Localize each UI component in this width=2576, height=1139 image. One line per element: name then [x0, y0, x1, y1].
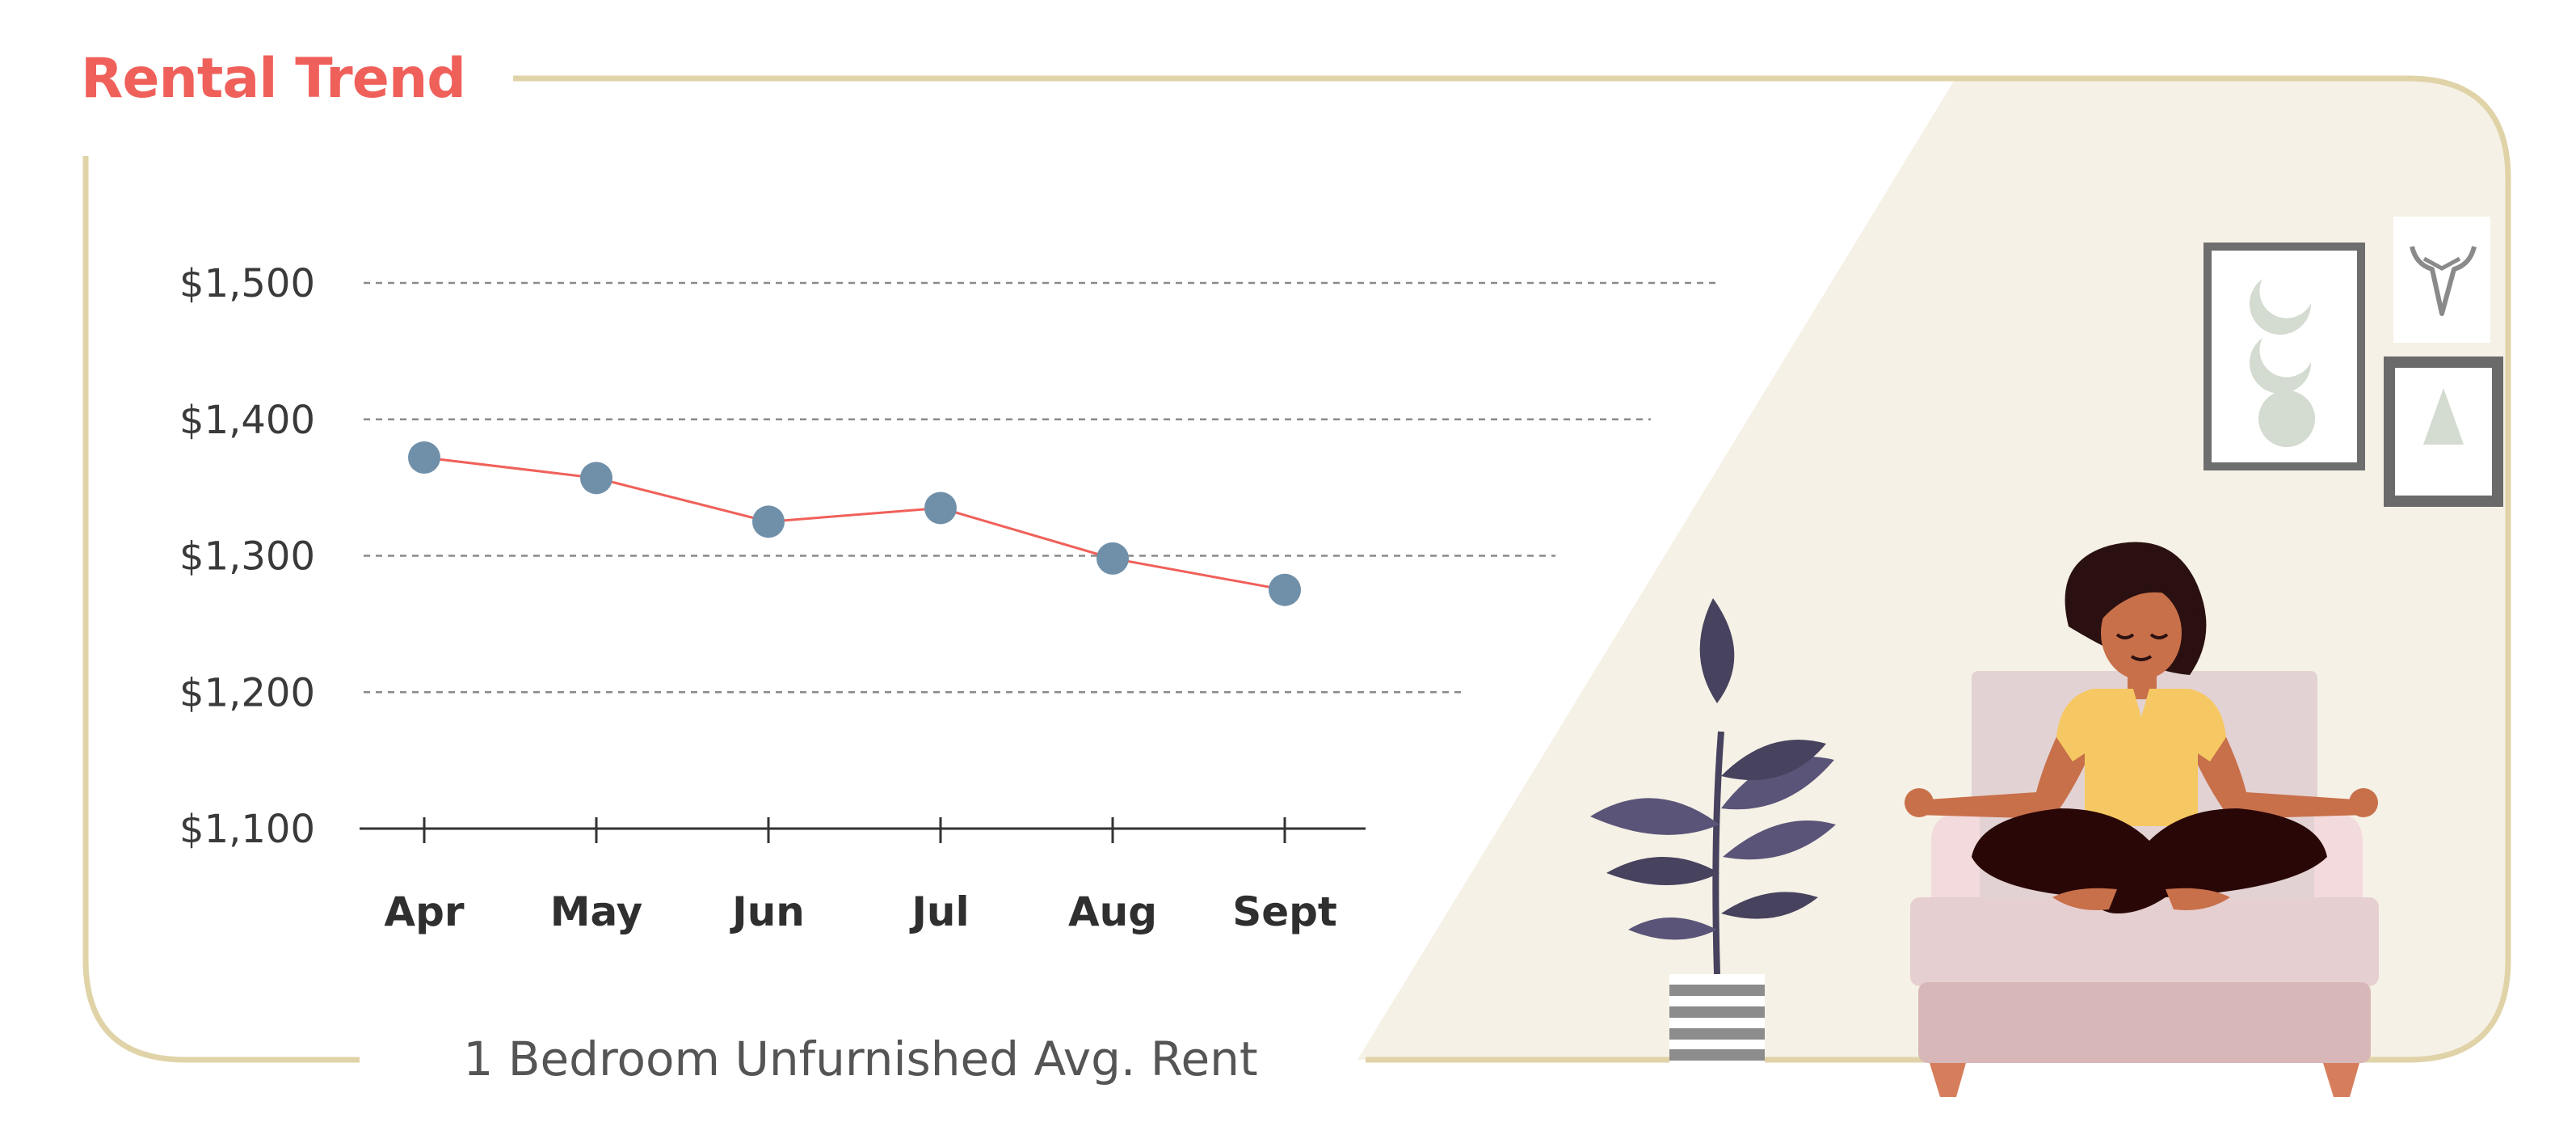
y-tick-label: $1,500 [179, 261, 315, 306]
bull-skull-frame-icon [2393, 217, 2490, 343]
y-tick-label: $1,400 [179, 398, 315, 443]
moon-phases-frame-icon [2203, 243, 2365, 470]
frame-border [513, 75, 2511, 1063]
data-point [924, 491, 957, 525]
chart-caption: 1 Bedroom Unfurnished Avg. Rent [463, 1031, 1257, 1086]
data-point [752, 505, 785, 538]
triangle-frame-icon [2384, 356, 2503, 507]
x-tick-label: Jun [730, 888, 805, 935]
data-point [580, 462, 612, 495]
y-tick-label: $1,300 [179, 534, 315, 580]
x-tick-label: Apr [384, 888, 464, 935]
meditating-woman-icon [1905, 542, 2378, 913]
series-line [423, 456, 1286, 592]
y-tick-label: $1,100 [179, 807, 315, 852]
line-chart: $1,500 $1,400 $1,300 $1,200 $1,100 Apr May Jun J… [179, 261, 1719, 935]
x-tick-label: May [550, 888, 643, 935]
data-point [1269, 573, 1301, 606]
x-tick-label: Jul [909, 888, 969, 935]
chart-title: Rental Trend [81, 47, 465, 111]
frame-border-left [82, 156, 360, 1063]
x-tick-label: Aug [1068, 888, 1157, 935]
plant-icon [1590, 598, 1836, 1063]
x-tick-label: Sept [1232, 888, 1337, 935]
data-point [1096, 542, 1129, 575]
y-tick-label: $1,200 [179, 670, 315, 715]
data-point [408, 441, 440, 474]
